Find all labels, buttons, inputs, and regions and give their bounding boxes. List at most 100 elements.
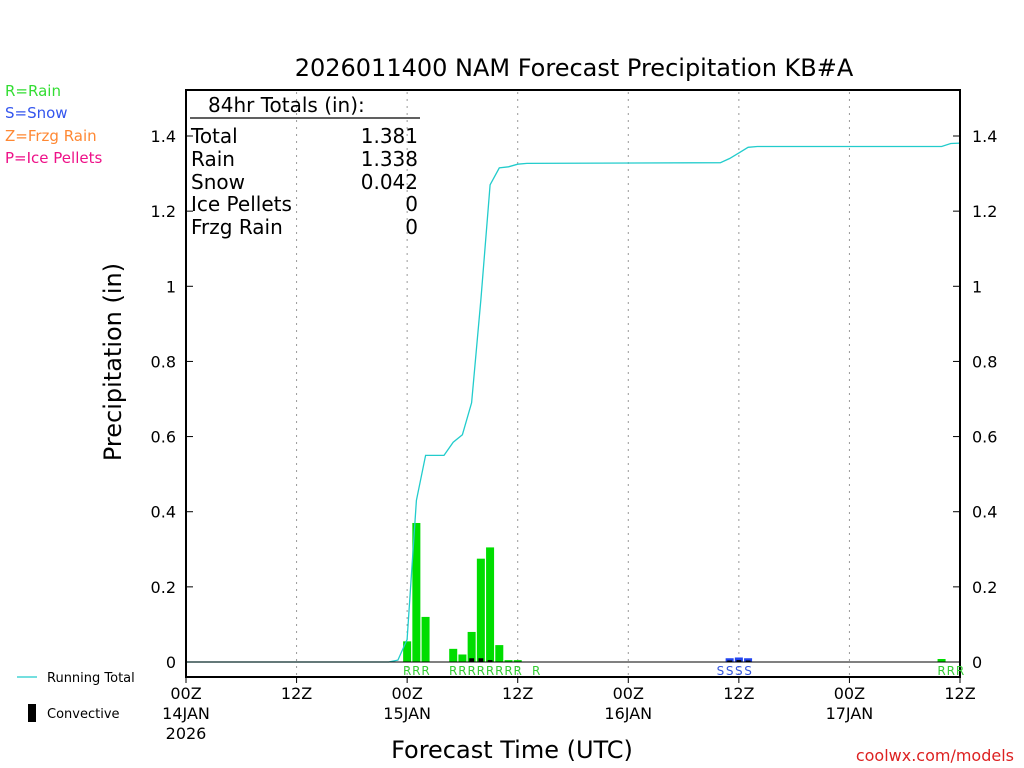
totals-ice-pellets-value: 0: [405, 192, 418, 216]
type-marker-14: S: [735, 664, 743, 678]
legend-snow: S=Snow: [5, 104, 68, 122]
x-tick-label-4: 00Z: [613, 684, 644, 703]
y-tick-label-left-3: 0.6: [151, 428, 176, 447]
totals-total-value: 1.381: [361, 124, 418, 148]
totals-rain-label: Rain: [191, 147, 235, 171]
totals-frzg-rain-label: Frzg Rain: [191, 215, 283, 239]
type-marker-17: R: [947, 664, 955, 678]
type-marker-11: R: [532, 664, 540, 678]
x-tick-label-6: 00Z: [834, 684, 865, 703]
x-axis-title: Forecast Time (UTC): [391, 736, 633, 764]
totals-rain-value: 1.338: [361, 147, 418, 171]
totals-total-label: Total: [190, 124, 238, 148]
x-tick-label-1: 12Z: [281, 684, 312, 703]
type-marker-2: R: [421, 664, 429, 678]
type-marker-13: S: [726, 664, 734, 678]
y-tick-label-left-7: 1.4: [151, 127, 176, 146]
totals-frzg-rain-value: 0: [405, 215, 418, 239]
type-marker-4: R: [458, 664, 466, 678]
type-marker-16: R: [937, 664, 945, 678]
x-tick-label-7: 12Z: [944, 684, 975, 703]
type-marker-15: S: [744, 664, 752, 678]
convective-legend-swatch: [28, 704, 36, 722]
precip-bar-3: [449, 648, 458, 662]
precip-bar-7: [486, 547, 495, 662]
convective-bar-13: [745, 660, 751, 662]
y-tick-label-left-5: 1: [166, 277, 176, 296]
y-tick-label-left-0: 0: [166, 653, 176, 672]
totals-snow-value: 0.042: [361, 170, 418, 194]
precip-bar-4: [458, 654, 467, 662]
totals-header: 84hr Totals (in):: [208, 93, 365, 117]
x-tick-date-0: 14JAN: [162, 704, 210, 723]
convective-bar-11: [727, 660, 733, 662]
y-tick-label-right-5: 1: [972, 277, 982, 296]
y-tick-label-left-2: 0.4: [151, 503, 176, 522]
precip-bar-6: [476, 558, 485, 662]
chart-title: 2026011400 NAM Forecast Precipitation KB…: [295, 54, 854, 82]
type-marker-9: R: [504, 664, 512, 678]
precip-bar-11: [725, 658, 734, 662]
y-tick-label-left-1: 0.2: [151, 578, 176, 597]
x-tick-label-2: 00Z: [391, 684, 422, 703]
y-tick-label-right-7: 1.4: [972, 127, 997, 146]
x-tick-label-3: 12Z: [502, 684, 533, 703]
y-tick-label-right-1: 0.2: [972, 578, 997, 597]
precip-bar-12: [734, 657, 743, 662]
y-tick-label-right-0: 0: [972, 653, 982, 672]
y-tick-label-right-2: 0.4: [972, 503, 997, 522]
convective-bar-5: [469, 658, 475, 662]
y-tick-label-left-6: 1.2: [151, 202, 176, 221]
type-marker-6: R: [477, 664, 485, 678]
precip-bar-9: [504, 660, 513, 662]
type-marker-12: S: [717, 664, 725, 678]
convective-legend-label: Convective: [47, 707, 120, 722]
type-marker-5: R: [467, 664, 475, 678]
type-marker-8: R: [495, 664, 503, 678]
type-marker-7: R: [486, 664, 494, 678]
x-tick-label-0: 00Z: [170, 684, 201, 703]
type-marker-10: R: [514, 664, 522, 678]
y-axis-right: 0 0.2 0.4 0.6 0.8 1 1.2 1.4: [953, 127, 997, 672]
y-tick-label-right-4: 0.8: [972, 352, 997, 371]
running-total-legend-label: Running Total: [47, 671, 135, 686]
precip-bar-5: [467, 631, 476, 662]
precip-bar-14: [937, 658, 946, 662]
convective-bar-6: [478, 658, 484, 662]
type-marker-3: R: [449, 664, 457, 678]
convective-bar-12: [736, 660, 742, 662]
y-axis-left: 0 0.2 0.4 0.6 0.8 1 1.2 1.4: [151, 127, 193, 672]
running-total-line: [186, 142, 961, 663]
totals-snow-label: Snow: [191, 170, 245, 194]
legend-frzg-rain: Z=Frzg Rain: [5, 127, 97, 145]
precip-bar-10: [513, 660, 522, 662]
precip-bar-1: [412, 522, 421, 662]
x-tick-date-6: 17JAN: [826, 704, 874, 723]
credit-text: coolwx.com/models: [856, 746, 1014, 765]
x-tick-date-2: 15JAN: [383, 704, 431, 723]
precip-bar-2: [421, 616, 430, 662]
legend-rain: R=Rain: [5, 82, 61, 100]
precip-bar-8: [495, 645, 504, 662]
totals-ice-pellets-label: Ice Pellets: [191, 192, 292, 216]
precip-bar-0: [403, 641, 412, 662]
y-tick-label-right-6: 1.2: [972, 202, 997, 221]
convective-bar-7: [487, 660, 493, 662]
precip-bar-13: [744, 658, 753, 662]
y-tick-label-left-4: 0.8: [151, 352, 176, 371]
y-axis-title: Precipitation (in): [99, 263, 127, 461]
legend-ice-pellets: P=Ice Pellets: [5, 149, 102, 167]
bar-series: [403, 522, 946, 662]
type-marker-1: R: [412, 664, 420, 678]
y-tick-label-right-3: 0.6: [972, 428, 997, 447]
x-tick-date-4: 16JAN: [604, 704, 652, 723]
type-marker-0: R: [403, 664, 411, 678]
type-marker-18: R: [956, 664, 964, 678]
x-tick-label-5: 12Z: [723, 684, 754, 703]
totals-box: 84hr Totals (in): Total 1.381 Rain 1.338…: [190, 93, 420, 239]
x-tick-year-0: 2026: [166, 724, 207, 743]
plot-frame: [185, 89, 961, 678]
